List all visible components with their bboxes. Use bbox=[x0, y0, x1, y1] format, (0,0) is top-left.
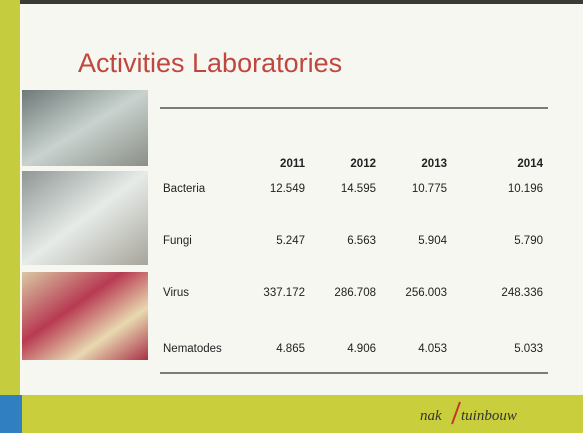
cell-value: 12.549 bbox=[270, 183, 305, 195]
cell-value: 5.790 bbox=[514, 235, 543, 247]
cell-value: 5.904 bbox=[418, 235, 447, 247]
photo bbox=[22, 272, 148, 360]
cell-value: 256.003 bbox=[405, 287, 447, 299]
column-header: 2014 bbox=[517, 158, 543, 170]
logo-right: tuinbouw bbox=[461, 408, 517, 424]
left-strip bbox=[0, 0, 20, 433]
cell-value: 4.906 bbox=[347, 343, 376, 355]
column-header: 2012 bbox=[350, 158, 376, 170]
cell-value: 4.865 bbox=[276, 343, 305, 355]
logo-left: nak bbox=[420, 408, 442, 424]
cell-value: 5.033 bbox=[514, 343, 543, 355]
cell-value: 248.336 bbox=[501, 287, 543, 299]
slide-title: Activities Laboratories bbox=[78, 48, 342, 78]
row-label: Virus bbox=[163, 287, 189, 299]
row-label: Bacteria bbox=[163, 183, 206, 195]
cell-value: 14.595 bbox=[341, 183, 376, 195]
column-header: 2013 bbox=[421, 158, 447, 170]
row-label: Fungi bbox=[163, 235, 192, 247]
photo bbox=[22, 90, 148, 166]
column-header: 2011 bbox=[280, 158, 306, 170]
photo bbox=[22, 171, 148, 265]
corner-square bbox=[0, 395, 22, 433]
cell-value: 10.196 bbox=[508, 183, 543, 195]
cell-value: 286.708 bbox=[334, 287, 376, 299]
logo-slash bbox=[451, 401, 461, 425]
cell-value: 10.775 bbox=[412, 183, 447, 195]
row-label: Nematodes bbox=[163, 343, 222, 355]
bottom-band bbox=[0, 395, 583, 433]
cell-value: 6.563 bbox=[347, 235, 376, 247]
cell-value: 5.247 bbox=[276, 235, 305, 247]
cell-value: 4.053 bbox=[418, 343, 447, 355]
top-edge bbox=[0, 0, 583, 4]
cell-value: 337.172 bbox=[263, 287, 305, 299]
